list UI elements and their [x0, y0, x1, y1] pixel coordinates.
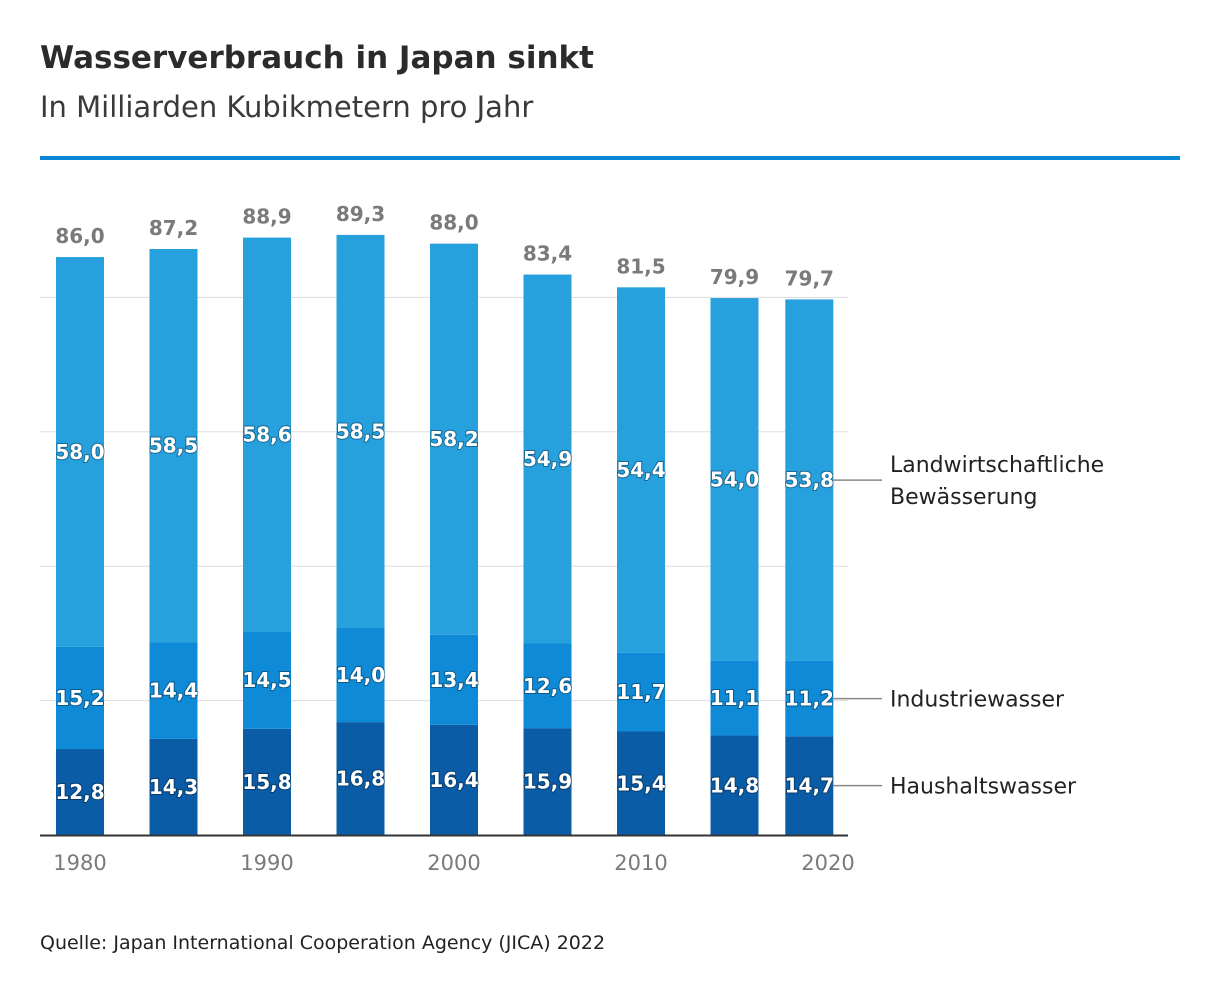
bar-value-label: 11,2 — [785, 687, 834, 711]
bar-segment-agriculture — [785, 299, 834, 661]
bar-segment-agriculture — [243, 237, 291, 632]
bar-value-label: 58,5 — [149, 434, 198, 458]
bar-segment-agriculture — [617, 287, 665, 653]
bar-value-label: 58,5 — [336, 419, 385, 443]
bar-value-label: 16,4 — [429, 768, 478, 792]
bar-value-label: 58,6 — [242, 422, 291, 446]
bar-value-label: 16,8 — [336, 767, 385, 791]
title-rule — [40, 156, 1180, 160]
x-axis: 1980 1990 2000 2010 2020 — [40, 834, 855, 875]
bar-segment-industry — [243, 631, 291, 729]
chart-subtitle: In Milliarden Kubikmetern pro Jahr — [40, 90, 534, 124]
bar-segment-agriculture — [336, 234, 385, 629]
bar-segment-agriculture — [149, 249, 198, 643]
bar-segment-household — [149, 738, 198, 835]
bar-value-label: 11,7 — [616, 680, 665, 704]
bar-total-label: 83,4 — [523, 242, 572, 266]
legend-label-agriculture: Bewässerung — [890, 485, 1037, 510]
bar-value-label: 14,4 — [149, 679, 198, 703]
bar-segment-industry — [56, 646, 104, 749]
bar-value-label: 12,6 — [523, 674, 572, 698]
bars: 12,8 15,2 58,0 86,0 14,3 14,4 58,5 87,2 15,8 14,5… — [54, 202, 835, 835]
bar-segment-industry — [149, 642, 198, 739]
bar-segment-industry — [785, 660, 834, 737]
bar-value-label: 14,3 — [149, 775, 198, 799]
bar-segment-household — [430, 724, 478, 835]
bar-value-label: 54,4 — [616, 458, 665, 482]
bar-value-label: 14,7 — [785, 774, 834, 798]
bar-value-label: 58,2 — [429, 427, 478, 451]
bar-segment-agriculture — [56, 257, 104, 647]
bar-total-label: 89,3 — [336, 202, 385, 226]
bar-value-label: 54,9 — [523, 447, 572, 471]
bar-segment-agriculture — [710, 298, 759, 661]
legend: Haushaltswasser Industriewasser Landwirtsc… — [833, 453, 1104, 800]
chart-title: Wasserverbrauch in Japan sinkt — [40, 40, 594, 76]
source-note: Quelle: Japan International Cooperation … — [40, 932, 606, 954]
bar-value-label: 15,2 — [55, 686, 104, 710]
bar-value-label: 13,4 — [429, 668, 478, 692]
legend-label-industry: Industriewasser — [890, 688, 1065, 713]
bar-segment-household — [617, 731, 665, 835]
bar-total-label: 81,5 — [616, 254, 665, 278]
bar-total-label: 88,9 — [242, 205, 291, 229]
bar-segment-agriculture — [430, 243, 478, 635]
bar-segment-industry — [617, 652, 665, 732]
bar-total-label: 88,0 — [429, 211, 478, 235]
x-tick-label: 2000 — [427, 851, 480, 875]
legend-label-agriculture: Landwirtschaftliche — [890, 453, 1104, 478]
bar-segment-household — [243, 728, 291, 835]
bar-value-label: 15,9 — [523, 770, 572, 794]
bar-segment-industry — [430, 634, 478, 725]
bar-value-label: 15,8 — [242, 770, 291, 794]
bar-total-label: 86,0 — [55, 224, 104, 248]
bar-value-label: 53,8 — [785, 468, 834, 492]
legend-label-household: Haushaltswasser — [890, 775, 1077, 800]
bar-value-label: 15,4 — [616, 771, 665, 795]
x-tick-label: 1990 — [240, 851, 293, 875]
bar-segment-household — [523, 728, 572, 835]
x-tick-label: 2020 — [801, 851, 854, 875]
bar-value-label: 14,8 — [710, 773, 759, 797]
bar-value-label: 12,8 — [55, 780, 104, 804]
bar-segment-household — [710, 735, 759, 835]
bar-segment-industry — [523, 643, 572, 729]
bar-segment-industry — [710, 660, 759, 736]
bar-value-label: 11,1 — [710, 686, 759, 710]
bar-value-label: 58,0 — [55, 440, 104, 464]
bar-segment-household — [56, 748, 104, 835]
bar-segment-agriculture — [523, 274, 572, 644]
bar-segment-household — [785, 736, 834, 835]
bar-value-label: 54,0 — [710, 468, 759, 492]
bar-segment-industry — [336, 628, 385, 723]
x-tick-label: 1980 — [53, 851, 106, 875]
bar-value-label: 14,5 — [242, 668, 291, 692]
bar-value-label: 14,0 — [336, 663, 385, 687]
x-tick-label: 2010 — [614, 851, 667, 875]
bar-segment-household — [336, 722, 385, 835]
bar-total-label: 87,2 — [149, 216, 198, 240]
bar-total-label: 79,7 — [785, 266, 834, 290]
bar-total-label: 79,9 — [710, 265, 759, 289]
